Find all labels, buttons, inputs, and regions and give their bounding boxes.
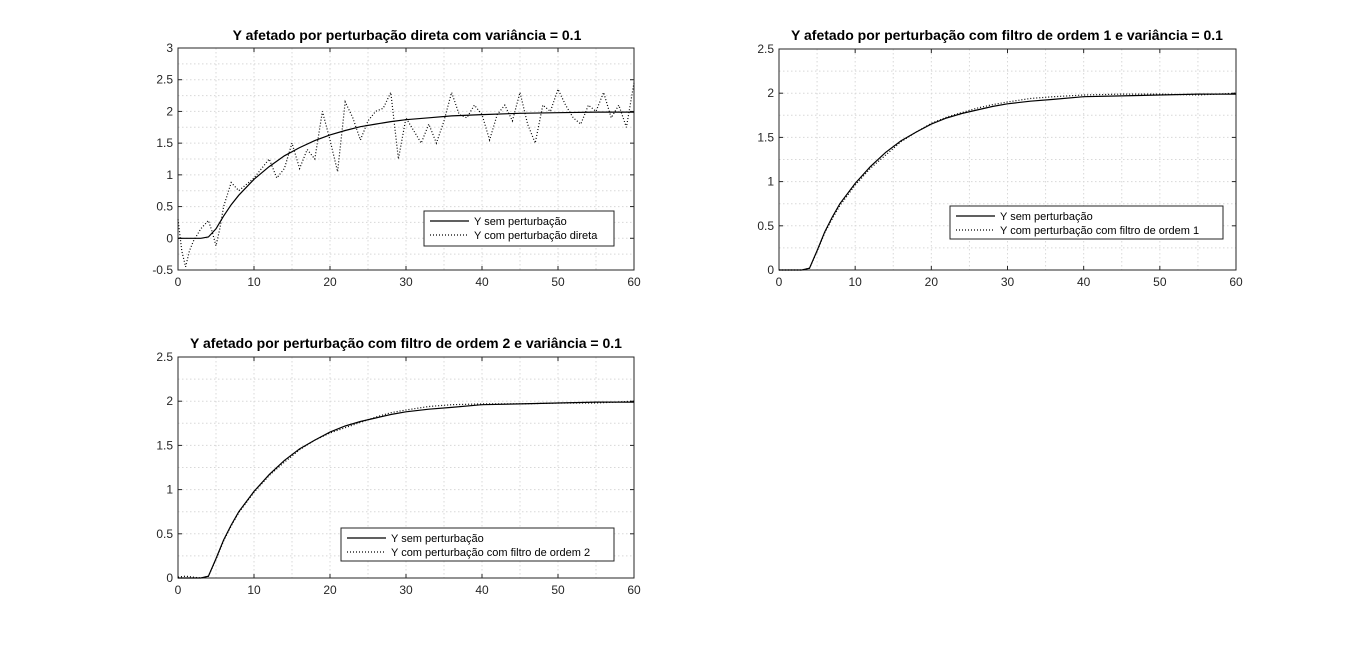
legend-label: Y com perturbação direta (474, 230, 598, 242)
y-tick-label: 2 (166, 104, 173, 118)
legend-label: Y sem perturbação (391, 533, 484, 545)
legend-label: Y sem perturbação (474, 216, 567, 228)
x-tick-label: 50 (551, 583, 565, 597)
legend: Y sem perturbação Y com perturbação com f… (949, 205, 1224, 240)
x-tick-label: 60 (1229, 275, 1243, 289)
x-tick-label: 40 (475, 583, 489, 597)
y-tick-label: 2 (767, 86, 774, 100)
x-tick-label: 40 (1077, 275, 1091, 289)
x-tick-label: 20 (925, 275, 939, 289)
x-tick-label: 60 (627, 275, 641, 289)
y-tick-label: 2.5 (156, 350, 173, 364)
y-tick-label: 2 (166, 394, 173, 408)
x-tick-label: 30 (399, 275, 413, 289)
y-tick-label: 0.5 (156, 200, 173, 214)
y-tick-label: 1.5 (156, 438, 173, 452)
plot-title: Y afetado por perturbação com filtro de … (791, 27, 1223, 43)
x-tick-label: 20 (323, 583, 337, 597)
x-tick-label: 30 (1001, 275, 1015, 289)
x-tick-label: 10 (848, 275, 862, 289)
series-line-reference (178, 111, 634, 239)
subplot-direct-disturbance: 0 10 20 30 40 50 60-0.500.511.522.53Y sem pert… (152, 27, 641, 289)
plot-title: Y afetado por perturbação com filtro de … (190, 335, 622, 351)
y-tick-label: 1 (767, 175, 774, 189)
y-tick-label: 1 (166, 168, 173, 182)
legend-box (423, 210, 615, 247)
legend-box (949, 205, 1224, 240)
y-tick-label: 1 (166, 483, 173, 497)
legend: Y sem perturbação Y com perturbação diret… (423, 210, 615, 247)
x-tick-label: 10 (247, 275, 261, 289)
y-tick-label: -0.5 (152, 263, 173, 277)
x-tick-label: 50 (551, 275, 565, 289)
x-tick-label: 60 (627, 583, 641, 597)
legend: Y sem perturbação Y com perturbação com f… (340, 527, 615, 562)
legend-label: Y com perturbação com filtro de ordem 2 (391, 547, 590, 559)
legend-label: Y com perturbação com filtro de ordem 1 (1000, 225, 1199, 237)
series-line-perturbed (779, 92, 1237, 271)
x-tick-label: 0 (175, 275, 182, 289)
subplot-first-order-filter: 0 10 20 30 40 50 60 0 0.5 1 1.5 2 2.5 Y sem perturbaç… (757, 27, 1243, 289)
legend-label: Y sem perturbação (1000, 211, 1093, 223)
y-tick-label: 0.5 (757, 219, 774, 233)
series-line-reference (178, 401, 634, 579)
x-tick-label: 40 (475, 275, 489, 289)
y-tick-label: 0.5 (156, 527, 173, 541)
y-tick-label: 0 (767, 263, 774, 277)
y-tick-label: 3 (166, 41, 173, 55)
legend-box (340, 527, 615, 562)
x-tick-label: 10 (247, 583, 261, 597)
series-line-perturbed (177, 400, 635, 579)
x-tick-label: 30 (399, 583, 413, 597)
x-tick-label: 20 (323, 275, 337, 289)
plot-title: Y afetado por perturbação direta com var… (233, 27, 582, 43)
subplot-second-order-filter: 0 10 20 30 40 50 60 0 0.5 1 1.5 2 2.5 Y sem perturbaç… (156, 335, 641, 597)
y-tick-label: 1.5 (156, 136, 173, 150)
y-tick-label: 0 (166, 571, 173, 585)
y-tick-label: 1.5 (757, 130, 774, 144)
y-tick-label: 2.5 (757, 42, 774, 56)
x-tick-label: 50 (1153, 275, 1167, 289)
y-tick-label: 0 (166, 231, 173, 245)
y-tick-label: 2.5 (156, 73, 173, 87)
x-tick-label: 0 (776, 275, 783, 289)
x-tick-label: 0 (175, 583, 182, 597)
